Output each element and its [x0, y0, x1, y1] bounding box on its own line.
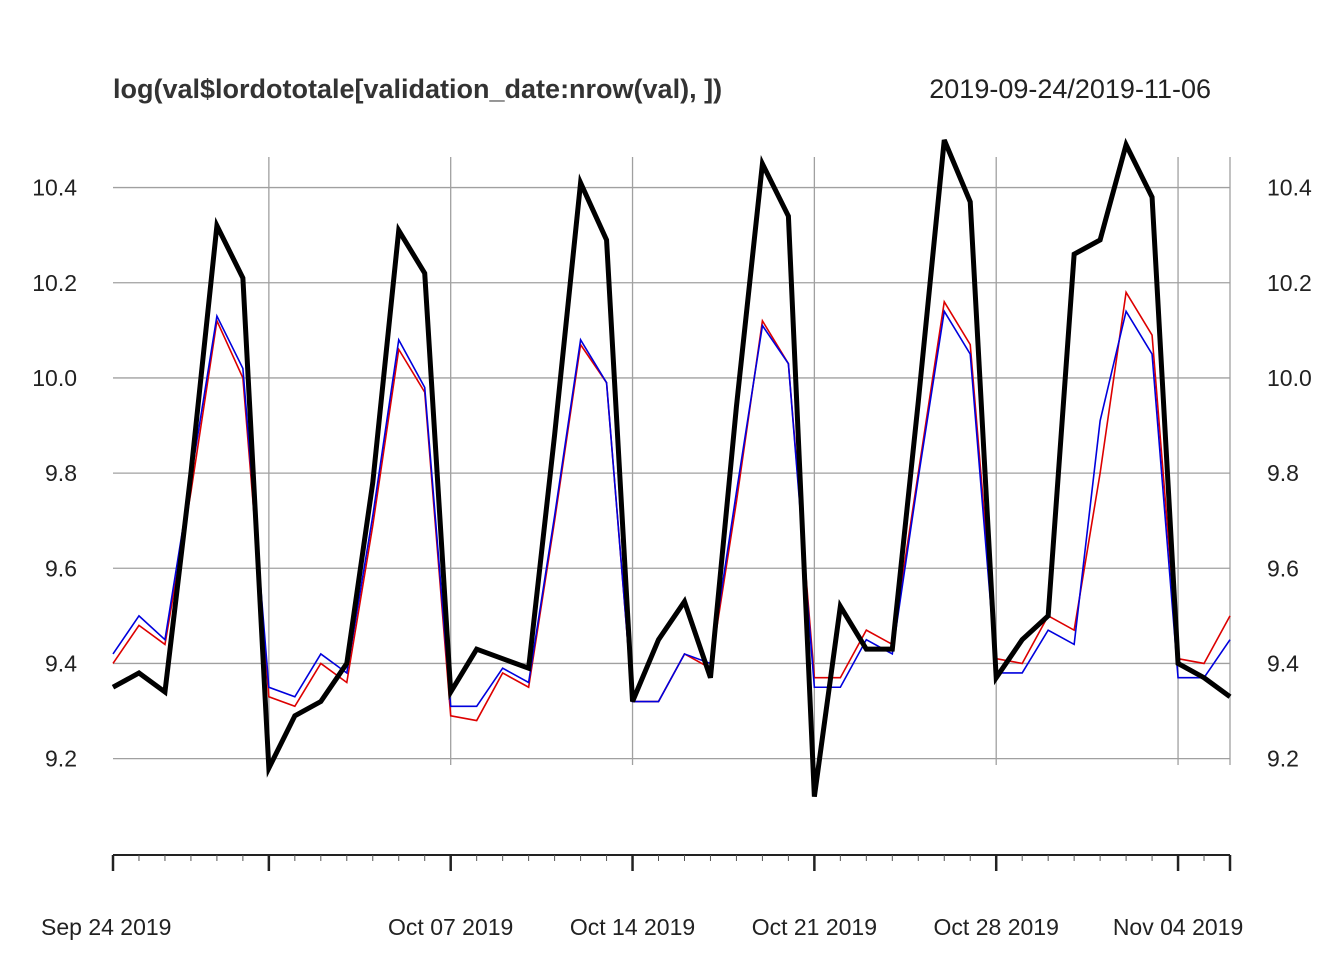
x-tick-label: Oct 07 2019	[388, 914, 513, 940]
x-tick-label: Oct 21 2019	[752, 914, 877, 940]
chart-title: log(val$lordototale[validation_date:nrow…	[113, 74, 722, 104]
right-y-axis: 9.2 9.4 9.6 9.8 10.0 10.2 10.4	[1267, 175, 1312, 772]
y-tick-label-left: 10.0	[32, 365, 77, 391]
x-tick-label: Sep 24 2019	[41, 914, 171, 940]
y-tick-label-right: 10.2	[1267, 270, 1312, 296]
y-tick-label-left: 9.2	[45, 746, 77, 772]
left-y-axis: 9.2 9.4 9.6 9.8 10.0 10.2 10.4	[32, 175, 77, 772]
y-tick-label-left: 9.4	[45, 650, 77, 676]
y-tick-label-right: 10.0	[1267, 365, 1312, 391]
chart-subtitle-date-range: 2019-09-24/2019-11-06	[929, 74, 1211, 104]
series-line-0	[111, 137, 1232, 798]
grid	[113, 157, 1231, 765]
y-tick-label-right: 9.4	[1267, 650, 1299, 676]
x-tick-label: Nov 04 2019	[1113, 914, 1243, 940]
y-tick-label-right: 9.2	[1267, 746, 1299, 772]
series-line-1	[112, 289, 1231, 722]
y-tick-label-right: 10.4	[1267, 175, 1312, 201]
y-tick-label-right: 9.6	[1267, 555, 1299, 581]
y-tick-label-left: 9.6	[45, 555, 77, 581]
series-line-2	[112, 309, 1231, 708]
x-tick-label: Oct 28 2019	[934, 914, 1059, 940]
y-tick-label-left: 9.8	[45, 460, 77, 486]
y-tick-label-left: 10.2	[32, 270, 77, 296]
series-layer	[111, 137, 1232, 798]
y-tick-label-left: 10.4	[32, 175, 77, 201]
y-tick-label-right: 9.8	[1267, 460, 1299, 486]
x-tick-label: Oct 14 2019	[570, 914, 695, 940]
x-axis: Sep 24 2019 Oct 07 2019 Oct 14 2019 Oct 21 …	[41, 854, 1243, 940]
